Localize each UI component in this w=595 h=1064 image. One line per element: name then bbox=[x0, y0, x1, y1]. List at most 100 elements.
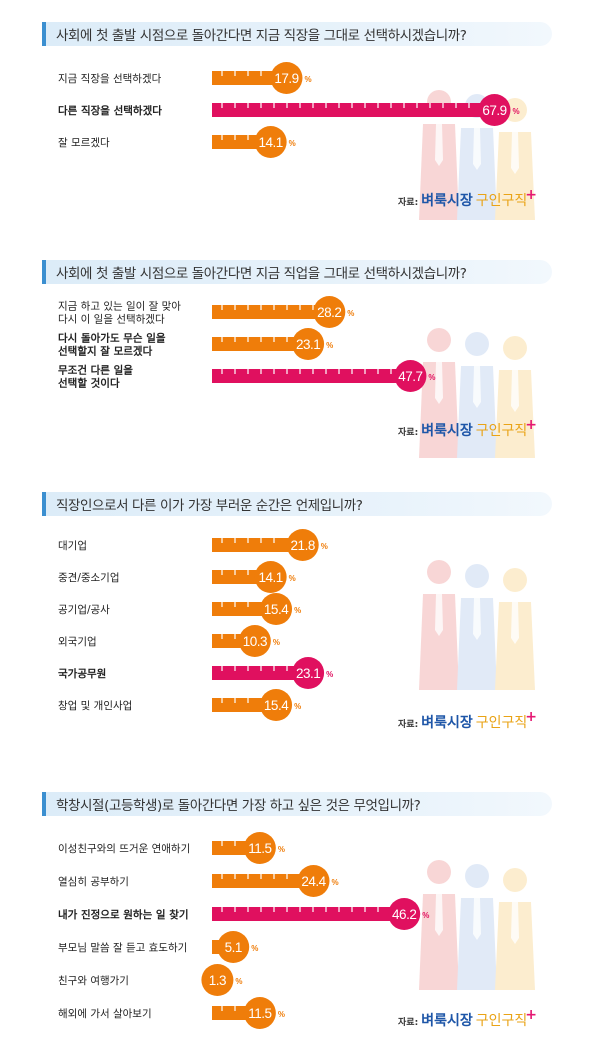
bar-end-circle bbox=[292, 328, 325, 360]
survey-section-1: 사회에 첫 출발 시점으로 돌아간다면 지금 직장을 그대로 선택하시겠습니까?… bbox=[0, 0, 595, 262]
bar bbox=[212, 874, 314, 888]
bar bbox=[212, 103, 495, 117]
unit-label: % bbox=[332, 878, 339, 887]
bar-end-circle bbox=[292, 657, 325, 689]
category-label: 잘 모르겠다 bbox=[58, 137, 110, 149]
unit-label: % bbox=[278, 1010, 285, 1019]
bar-end-circle bbox=[478, 94, 511, 126]
category-label: 열심히 공부하기 bbox=[58, 875, 129, 888]
figure-body bbox=[495, 902, 535, 990]
source-brand-b: 구인구직 bbox=[475, 715, 528, 731]
figure-head bbox=[465, 864, 489, 888]
bar bbox=[212, 698, 277, 712]
category-label: 지금 직장을 선택하겠다 bbox=[58, 72, 162, 85]
unit-label: % bbox=[273, 638, 280, 647]
category-label: 무조건 다른 일을 bbox=[58, 364, 133, 377]
question-header: 사회에 첫 출발 시점으로 돌아간다면 지금 직업을 그대로 선택하시겠습니까? bbox=[42, 260, 552, 284]
question-text: 학창시절(고등학생)로 돌아간다면 가장 하고 싶은 것은 무엇입니까? bbox=[56, 798, 421, 814]
category-label: 지금 하고 있는 일이 잘 맞아 bbox=[58, 300, 181, 313]
value-label: 14.1 bbox=[259, 570, 283, 585]
figure-head bbox=[465, 332, 489, 356]
figure-tie bbox=[511, 370, 519, 412]
value-label: 14.1 bbox=[259, 135, 283, 150]
value-label: 17.9 bbox=[274, 71, 298, 86]
bar-end-circle bbox=[243, 997, 276, 1029]
plus-icon: + bbox=[525, 187, 537, 203]
bar-end-circle bbox=[217, 931, 250, 963]
figure-head bbox=[427, 560, 451, 584]
bar bbox=[212, 907, 405, 921]
unit-label: % bbox=[235, 977, 242, 986]
unit-label: % bbox=[321, 542, 328, 551]
bar-end-circle bbox=[238, 625, 271, 657]
category-label: 친구와 여행가기 bbox=[58, 975, 129, 987]
bar-end-circle bbox=[313, 296, 346, 328]
unit-label: % bbox=[304, 75, 311, 84]
source-prefix: 자료: bbox=[398, 198, 419, 208]
plus-icon: + bbox=[525, 1007, 537, 1023]
figure-tie bbox=[435, 894, 443, 936]
category-label: 대기업 bbox=[58, 539, 87, 552]
category-label: 선택할 것이다 bbox=[58, 377, 120, 390]
value-label: 47.7 bbox=[398, 369, 422, 384]
source-credit: 자료: 벼룩시장 구인구직+ bbox=[398, 187, 537, 210]
bar bbox=[212, 369, 411, 383]
bar-chart: 대기업 21.8 % 중견/중소기업 14.1 % 공기업/공사 15.4 % 외국기업 10.3%… bbox=[58, 529, 333, 721]
unit-label: % bbox=[512, 107, 519, 116]
source-credit: 자료: 벼룩시장 구인구직+ bbox=[398, 417, 537, 440]
unit-label: % bbox=[326, 670, 333, 679]
category-label: 선택할지 잘 모르겠다 bbox=[58, 345, 153, 358]
source-prefix: 자료: bbox=[398, 1018, 419, 1028]
bar-end-circle bbox=[286, 529, 319, 561]
question-header: 학창시절(고등학생)로 돌아간다면 가장 하고 싶은 것은 무엇입니까? bbox=[42, 792, 552, 816]
category-label: 창업 및 개인사업 bbox=[58, 699, 132, 712]
bar-end-circle bbox=[388, 898, 421, 930]
value-label: 21.8 bbox=[291, 538, 315, 553]
bar bbox=[212, 305, 330, 319]
survey-section-4: 학창시절(고등학생)로 돌아간다면 가장 하고 싶은 것은 무엇입니까? 이성친… bbox=[0, 770, 595, 1032]
value-label: 23.1 bbox=[296, 337, 320, 352]
figure-tie bbox=[473, 598, 481, 640]
bar-end-circle bbox=[260, 593, 293, 625]
category-label: 해외에 가서 살아보기 bbox=[58, 1007, 152, 1020]
figure-tie bbox=[435, 362, 443, 404]
unit-label: % bbox=[422, 911, 429, 920]
figure-body bbox=[419, 594, 459, 690]
figure-body bbox=[495, 370, 535, 458]
value-label: 24.4 bbox=[301, 874, 326, 889]
bar bbox=[212, 666, 309, 680]
unit-label: % bbox=[278, 845, 285, 854]
figure-body bbox=[495, 132, 535, 220]
plus-icon: + bbox=[525, 709, 537, 725]
value-label: 28.2 bbox=[317, 305, 341, 320]
value-label: 46.2 bbox=[392, 907, 416, 922]
bar-chart: 이성친구와의 뜨거운 연애하기 11.5 % 열심히 공부하기 24.4 % 내가 진정으로… bbox=[58, 832, 429, 1029]
category-label: 공기업/공사 bbox=[58, 603, 110, 616]
bar bbox=[212, 602, 277, 616]
value-label: 1.3 bbox=[209, 973, 226, 988]
value-label: 5.1 bbox=[225, 940, 242, 955]
question-text: 사회에 첫 출발 시점으로 돌아간다면 지금 직업을 그대로 선택하시겠습니까? bbox=[56, 266, 467, 282]
category-label: 다시 돌아가도 무슨 일을 bbox=[58, 332, 166, 345]
source-brand-b: 구인구직 bbox=[475, 423, 528, 439]
category-label: 외국기업 bbox=[58, 635, 97, 648]
office-workers-illustration bbox=[419, 560, 535, 690]
bar bbox=[212, 71, 287, 85]
figure-tie bbox=[435, 594, 443, 636]
bar-end-circle bbox=[297, 865, 330, 897]
unit-label: % bbox=[251, 944, 258, 953]
unit-label: % bbox=[294, 702, 301, 711]
bar bbox=[212, 337, 309, 351]
category-label: 내가 진정으로 원하는 일 찾기 bbox=[58, 908, 189, 921]
figure-body bbox=[419, 894, 459, 990]
source-brand-a: 벼룩시장 bbox=[421, 1013, 473, 1029]
category-label: 중견/중소기업 bbox=[58, 571, 120, 584]
figure-tie bbox=[511, 902, 519, 944]
source-brand-b: 구인구직 bbox=[475, 1013, 528, 1029]
source-brand-a: 벼룩시장 bbox=[421, 715, 473, 731]
bar-end-circle bbox=[254, 126, 287, 158]
figure-tie bbox=[435, 124, 443, 166]
category-label: 부모님 말씀 잘 듣고 효도하기 bbox=[58, 941, 187, 954]
figure-tie bbox=[511, 132, 519, 174]
